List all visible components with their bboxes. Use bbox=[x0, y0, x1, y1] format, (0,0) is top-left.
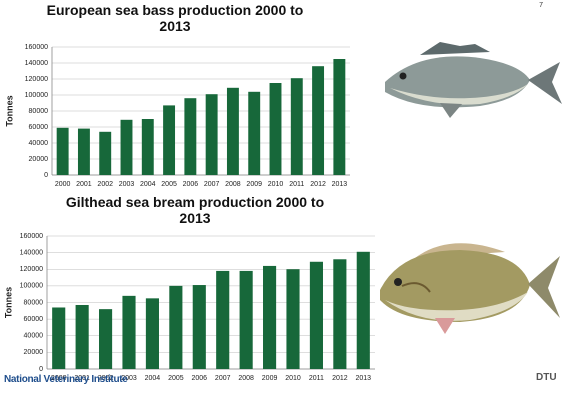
x-tick-label: 2009 bbox=[262, 375, 278, 382]
bar bbox=[56, 127, 69, 175]
bar bbox=[239, 270, 253, 369]
y-tick-label: 160000 bbox=[25, 44, 48, 51]
bar bbox=[205, 94, 218, 175]
bar bbox=[141, 119, 154, 175]
y-tick-label: 40000 bbox=[29, 140, 49, 147]
bar bbox=[120, 119, 133, 175]
chart-title: Gilthead sea bream production 2000 to 20… bbox=[65, 194, 325, 226]
sea-bass-image bbox=[385, 42, 562, 118]
bar bbox=[77, 128, 90, 175]
y-tick-label: 80000 bbox=[29, 108, 49, 115]
y-axis-label: Tonnes bbox=[4, 95, 14, 126]
x-tick-label: 2003 bbox=[121, 375, 137, 382]
bar bbox=[169, 285, 183, 369]
y-tick-label: 160000 bbox=[20, 233, 43, 240]
bar bbox=[263, 265, 277, 369]
bar bbox=[192, 285, 206, 369]
x-tick-label: 2004 bbox=[145, 375, 161, 382]
bar bbox=[333, 259, 347, 369]
x-tick-label: 2005 bbox=[168, 375, 184, 382]
x-tick-label: 2011 bbox=[289, 181, 304, 188]
x-tick-label: 2000 bbox=[55, 181, 71, 188]
sea-bream-image bbox=[380, 243, 560, 334]
y-tick-label: 0 bbox=[39, 366, 43, 373]
x-tick-label: 2002 bbox=[97, 181, 113, 188]
y-tick-label: 60000 bbox=[29, 124, 49, 131]
x-tick-label: 2009 bbox=[246, 181, 262, 188]
y-tick-label: 60000 bbox=[24, 316, 44, 323]
y-tick-label: 140000 bbox=[20, 249, 43, 256]
logo: DTU bbox=[536, 372, 557, 383]
bar bbox=[290, 78, 303, 175]
bar bbox=[248, 91, 261, 175]
bar bbox=[184, 98, 197, 175]
y-axis-label: Tonnes bbox=[3, 287, 13, 318]
x-tick-label: 2012 bbox=[332, 375, 348, 382]
x-tick-label: 2003 bbox=[119, 181, 135, 188]
x-tick-label: 2001 bbox=[74, 375, 90, 382]
x-tick-label: 2013 bbox=[332, 181, 348, 188]
bar bbox=[163, 105, 176, 175]
y-tick-label: 140000 bbox=[25, 60, 48, 67]
bar bbox=[333, 59, 346, 175]
bar bbox=[99, 131, 112, 175]
bar bbox=[309, 261, 323, 369]
y-tick-label: 120000 bbox=[25, 76, 48, 83]
bar bbox=[356, 251, 370, 369]
x-tick-label: 2010 bbox=[285, 375, 301, 382]
y-tick-label: 80000 bbox=[24, 299, 44, 306]
x-tick-label: 2008 bbox=[238, 375, 254, 382]
y-tick-label: 100000 bbox=[25, 92, 48, 99]
bar bbox=[216, 270, 230, 369]
x-tick-label: 2013 bbox=[355, 375, 371, 382]
x-tick-label: 2008 bbox=[225, 181, 241, 188]
y-tick-label: 0 bbox=[44, 172, 48, 179]
x-tick-label: 2001 bbox=[76, 181, 92, 188]
y-tick-label: 40000 bbox=[24, 333, 44, 340]
x-tick-label: 2006 bbox=[183, 181, 199, 188]
x-tick-label: 2000 bbox=[51, 375, 67, 382]
x-tick-label: 2007 bbox=[204, 181, 220, 188]
page-number: 7 bbox=[539, 2, 543, 9]
y-tick-label: 100000 bbox=[20, 283, 43, 290]
bar bbox=[52, 307, 66, 369]
bar bbox=[269, 83, 282, 175]
x-tick-label: 2011 bbox=[309, 375, 324, 382]
footer: National Veterinary Institute bbox=[4, 374, 128, 385]
x-tick-label: 2012 bbox=[310, 181, 326, 188]
bar bbox=[122, 295, 136, 369]
x-tick-label: 2005 bbox=[161, 181, 177, 188]
x-tick-label: 2007 bbox=[215, 375, 231, 382]
y-tick-label: 120000 bbox=[20, 266, 43, 273]
bar bbox=[99, 309, 113, 369]
x-tick-label: 2006 bbox=[191, 375, 207, 382]
bar bbox=[145, 298, 159, 369]
x-tick-label: 2002 bbox=[98, 375, 114, 382]
x-tick-label: 2010 bbox=[268, 181, 284, 188]
bar bbox=[312, 66, 325, 175]
chart-title: European sea bass production 2000 to 201… bbox=[46, 2, 304, 34]
y-tick-label: 20000 bbox=[24, 349, 44, 356]
y-tick-label: 20000 bbox=[29, 156, 49, 163]
bar bbox=[286, 269, 300, 369]
bar bbox=[75, 304, 89, 369]
x-tick-label: 2004 bbox=[140, 181, 156, 188]
bar bbox=[226, 87, 239, 175]
